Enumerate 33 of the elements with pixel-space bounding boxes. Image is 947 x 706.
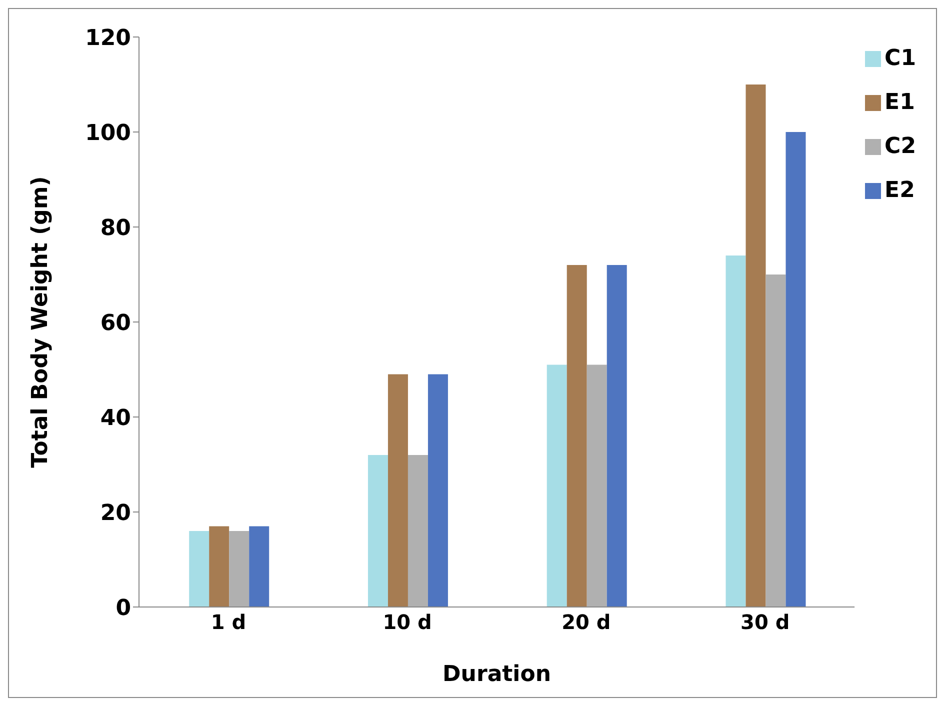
bar bbox=[726, 256, 746, 607]
bar bbox=[586, 364, 607, 607]
x-tick-label: 30 d bbox=[740, 610, 790, 634]
x-tick-label: 10 d bbox=[382, 610, 432, 634]
y-tick-label: 0 bbox=[116, 596, 131, 621]
bar bbox=[546, 364, 567, 607]
bar bbox=[189, 531, 210, 607]
y-axis-title: Total Body Weight (gm) bbox=[28, 176, 53, 468]
legend-label: C1 bbox=[884, 46, 916, 71]
legend-label: C2 bbox=[884, 134, 916, 159]
bar bbox=[388, 374, 408, 607]
bar bbox=[766, 274, 786, 607]
legend-label: E2 bbox=[884, 178, 915, 203]
bar bbox=[229, 531, 250, 607]
x-axis-title: Duration bbox=[442, 662, 551, 687]
x-tick-label: 20 d bbox=[562, 610, 611, 634]
legend-label: E1 bbox=[884, 90, 915, 115]
bar bbox=[566, 265, 587, 607]
y-tick-label: 20 bbox=[100, 500, 131, 526]
bar bbox=[209, 526, 230, 607]
y-tick-label: 40 bbox=[100, 406, 131, 431]
bar bbox=[368, 455, 388, 607]
bar bbox=[249, 526, 270, 607]
bar bbox=[786, 132, 806, 607]
y-tick-label: 100 bbox=[85, 120, 131, 146]
bar bbox=[746, 84, 766, 607]
y-tick-label: 120 bbox=[85, 26, 131, 51]
x-tick-label: 1 d bbox=[210, 610, 246, 634]
bar bbox=[428, 374, 448, 607]
y-tick-label: 80 bbox=[100, 216, 131, 241]
bar bbox=[408, 455, 428, 607]
y-tick-label: 60 bbox=[100, 310, 131, 336]
bar bbox=[606, 265, 627, 607]
